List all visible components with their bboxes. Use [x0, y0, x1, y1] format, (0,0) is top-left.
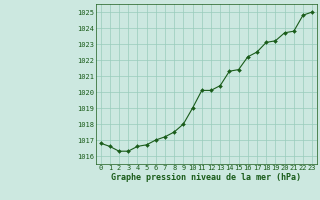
X-axis label: Graphe pression niveau de la mer (hPa): Graphe pression niveau de la mer (hPa): [111, 173, 301, 182]
